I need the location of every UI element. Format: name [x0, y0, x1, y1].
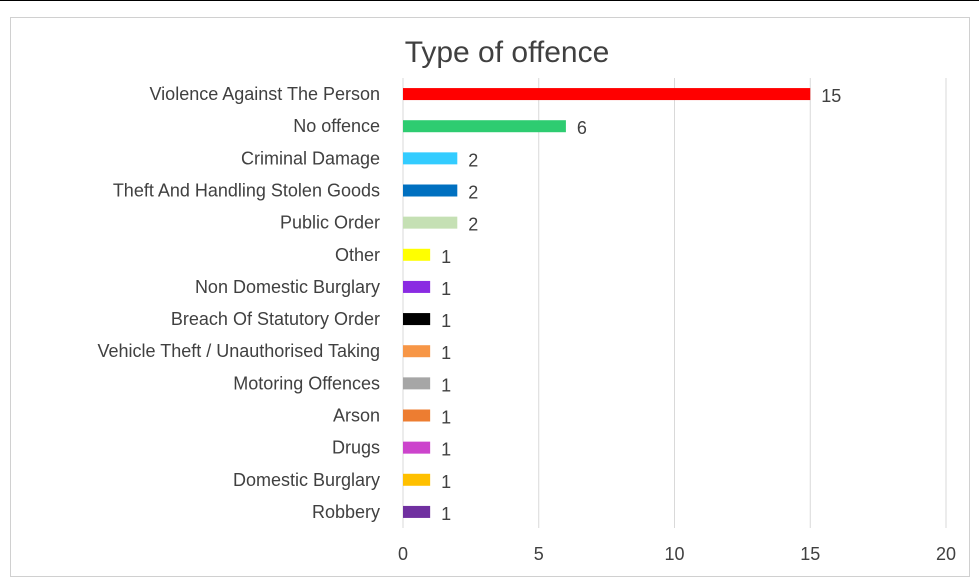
- value-label-4: 2: [468, 215, 478, 235]
- category-label-6: Non Domestic Burglary: [195, 277, 380, 297]
- bar-12: [403, 473, 431, 486]
- value-label-5: 1: [441, 247, 451, 267]
- category-label-1: No offence: [293, 116, 380, 136]
- bar-6: [403, 280, 431, 293]
- x-tick-label-0: 0: [398, 544, 408, 564]
- category-label-10: Arson: [333, 406, 380, 426]
- category-labels: Violence Against The Person No offence Cri…: [97, 84, 380, 522]
- value-label-0: 15: [821, 86, 841, 106]
- bars: [403, 88, 811, 518]
- x-tick-label-2: 10: [664, 544, 684, 564]
- top-border: [0, 0, 979, 1]
- bar-7: [403, 313, 431, 326]
- chart-area: [10, 17, 970, 577]
- value-label-3: 2: [468, 183, 478, 203]
- category-label-11: Drugs: [332, 438, 380, 458]
- bar-9: [403, 377, 431, 390]
- gridlines: [402, 78, 947, 528]
- bar-4: [403, 216, 458, 229]
- category-label-3: Theft And Handling Stolen Goods: [113, 181, 380, 201]
- bar-13: [403, 505, 431, 518]
- category-label-2: Criminal Damage: [241, 148, 380, 168]
- bar-3: [403, 184, 458, 197]
- bar-1: [403, 120, 566, 133]
- value-label-9: 1: [441, 375, 451, 395]
- x-tick-label-3: 15: [800, 544, 820, 564]
- value-label-10: 1: [441, 408, 451, 428]
- value-label-12: 1: [441, 472, 451, 492]
- bar-0: [403, 88, 811, 101]
- value-label-7: 1: [441, 311, 451, 331]
- x-axis-ticks: 0 5 10 15 20: [398, 544, 956, 564]
- category-label-5: Other: [335, 245, 380, 265]
- category-label-7: Breach Of Statutory Order: [171, 309, 380, 329]
- x-tick-label-1: 5: [534, 544, 544, 564]
- chart-title: Type of offence: [405, 36, 610, 69]
- category-label-9: Motoring Offences: [233, 373, 380, 393]
- bar-11: [403, 441, 431, 454]
- value-label-2: 2: [468, 150, 478, 170]
- category-label-4: Public Order: [280, 213, 380, 233]
- x-tick-label-4: 20: [936, 544, 956, 564]
- category-label-8: Vehicle Theft / Unauthorised Taking: [97, 341, 380, 361]
- value-label-11: 1: [441, 440, 451, 460]
- bar-10: [403, 409, 431, 422]
- bar-2: [403, 152, 458, 165]
- value-label-6: 1: [441, 279, 451, 299]
- category-label-13: Robbery: [312, 502, 380, 522]
- value-label-8: 1: [441, 343, 451, 363]
- value-label-1: 6: [577, 118, 587, 138]
- bar-5: [403, 248, 431, 261]
- bar-8: [403, 345, 431, 358]
- category-label-12: Domestic Burglary: [233, 470, 380, 490]
- value-label-13: 1: [441, 504, 451, 524]
- category-label-0: Violence Against The Person: [150, 84, 381, 104]
